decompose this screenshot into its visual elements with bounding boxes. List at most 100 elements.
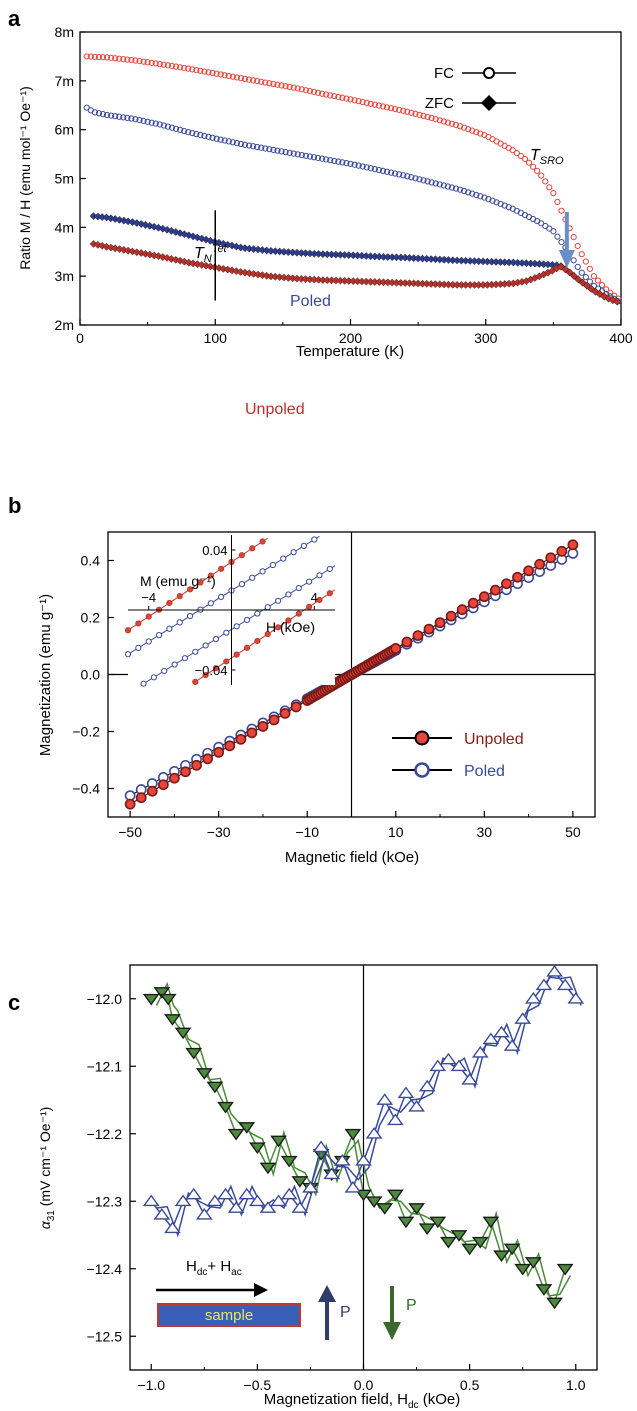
inset-b: −4 4 0.04 −0.04 M (emu g⁻¹) H (kOe): [124, 535, 336, 687]
y-tick-label-a: 5m: [55, 171, 74, 187]
inset-point: [280, 555, 287, 562]
inset-point: [212, 635, 220, 643]
data-point-a: [99, 111, 107, 118]
data-point-a: [202, 261, 210, 270]
legend-marker-zfc: [481, 95, 497, 111]
axis-ticks-a: 0 100 200 300 400 2m 3m 4m 5m 6m 7m 8m: [55, 24, 633, 346]
data-point-a: [367, 165, 374, 172]
data-point-a: [538, 172, 545, 179]
data-point-c: [323, 1167, 341, 1180]
inset-y-label: M (emu g⁻¹): [140, 573, 216, 589]
data-point-a: [95, 53, 103, 61]
data-point-a: [343, 95, 350, 102]
data-point-a: [278, 148, 285, 155]
inset-point: [223, 629, 230, 636]
data-point-a: [363, 164, 370, 171]
inset-point: [161, 667, 168, 675]
data-point-a: [505, 204, 512, 211]
data-point-b: [157, 779, 169, 791]
data-point-a: [473, 191, 480, 199]
data-point-a: [371, 166, 378, 173]
data-point-a: [95, 110, 103, 117]
p-down-arrow-head: [383, 1322, 401, 1340]
data-point-a: [327, 157, 334, 164]
data-point-a: [513, 150, 520, 157]
inset-point: [233, 651, 240, 658]
series-c-p-down: [142, 981, 574, 1310]
inset-point: [295, 610, 302, 617]
data-point-a: [172, 63, 180, 70]
data-point-a: [440, 182, 447, 189]
inset-point: [145, 613, 152, 620]
data-point-b: [169, 772, 180, 784]
data-point-a: [168, 124, 176, 131]
data-point-c: [259, 1201, 277, 1213]
data-point-c: [217, 1187, 234, 1200]
y-tick-label-b: 0.2: [81, 610, 101, 626]
inset-point: [218, 565, 225, 572]
inset-point: [238, 581, 245, 588]
panel-letter-a: a: [8, 6, 21, 31]
data-point-a: [558, 207, 565, 214]
data-point-a: [140, 58, 147, 65]
data-point-c: [344, 1128, 362, 1141]
y-axis-label-c: α31 (mV cm⁻¹ Oe⁻¹): [37, 1107, 57, 1230]
panel-b: b −50 −30 −10 10 30 50 −0.4 −0.2 0.0 0.2 0.4 Magne…: [8, 493, 596, 866]
data-point-c: [164, 1014, 181, 1026]
series-a-unpoled-zfc: [89, 240, 622, 306]
data-point-a: [314, 89, 322, 96]
data-point-a: [241, 75, 249, 82]
inset-point: [254, 610, 261, 617]
data-point-a: [310, 154, 318, 161]
data-point-c: [153, 987, 171, 999]
y-tick-label-a: 7m: [55, 73, 74, 89]
data-point-a: [452, 185, 460, 192]
y-axis-label-a: Ratio M / H (emu mol⁻¹ Oe⁻¹): [17, 86, 33, 270]
data-point-a: [420, 177, 427, 184]
unpoled-curve-label: Unpoled: [245, 401, 305, 418]
data-point-b: [202, 753, 214, 765]
data-point-a: [489, 197, 496, 204]
data-point-a: [160, 61, 167, 68]
data-point-a: [91, 53, 98, 60]
data-point-a: [167, 254, 176, 263]
data-point-a: [473, 129, 480, 136]
data-point-a: [477, 193, 484, 200]
data-point-a: [172, 125, 180, 132]
inset-point: [155, 632, 163, 639]
data-point-a: [99, 54, 107, 61]
data-point-a: [241, 141, 249, 148]
data-point-a: [160, 122, 167, 129]
data-point-c: [440, 1236, 457, 1249]
data-point-a: [274, 147, 281, 154]
data-point-b: [489, 584, 501, 596]
data-point-a: [156, 121, 163, 128]
data-point-a: [124, 56, 131, 63]
data-point-a: [201, 68, 208, 75]
data-point-a: [383, 168, 391, 175]
data-point-b: [290, 701, 302, 713]
y-tick-label-b: 0.0: [81, 667, 101, 683]
data-point-b: [423, 623, 435, 635]
y-tick-label-c: −12.5: [87, 1328, 123, 1344]
y-tick-label-b: 0.4: [81, 553, 101, 569]
data-point-a: [546, 184, 553, 191]
data-point-c: [429, 1216, 447, 1229]
data-point-a: [574, 275, 583, 284]
data-point-a: [412, 175, 419, 182]
data-point-b: [467, 597, 479, 609]
data-point-c: [174, 1027, 192, 1040]
data-point-a: [294, 85, 301, 92]
data-point-a: [497, 200, 504, 208]
data-point-a: [217, 136, 224, 143]
series-c-p-up: [142, 964, 585, 1238]
data-point-a: [213, 135, 220, 142]
data-point-a: [609, 296, 617, 304]
data-point-a: [578, 269, 585, 276]
data-point-a: [331, 93, 338, 100]
data-point-c: [408, 1203, 425, 1215]
data-point-c: [386, 1113, 404, 1126]
data-point-a: [266, 80, 273, 87]
data-point-c: [418, 1223, 436, 1236]
data-point-a: [469, 127, 476, 134]
